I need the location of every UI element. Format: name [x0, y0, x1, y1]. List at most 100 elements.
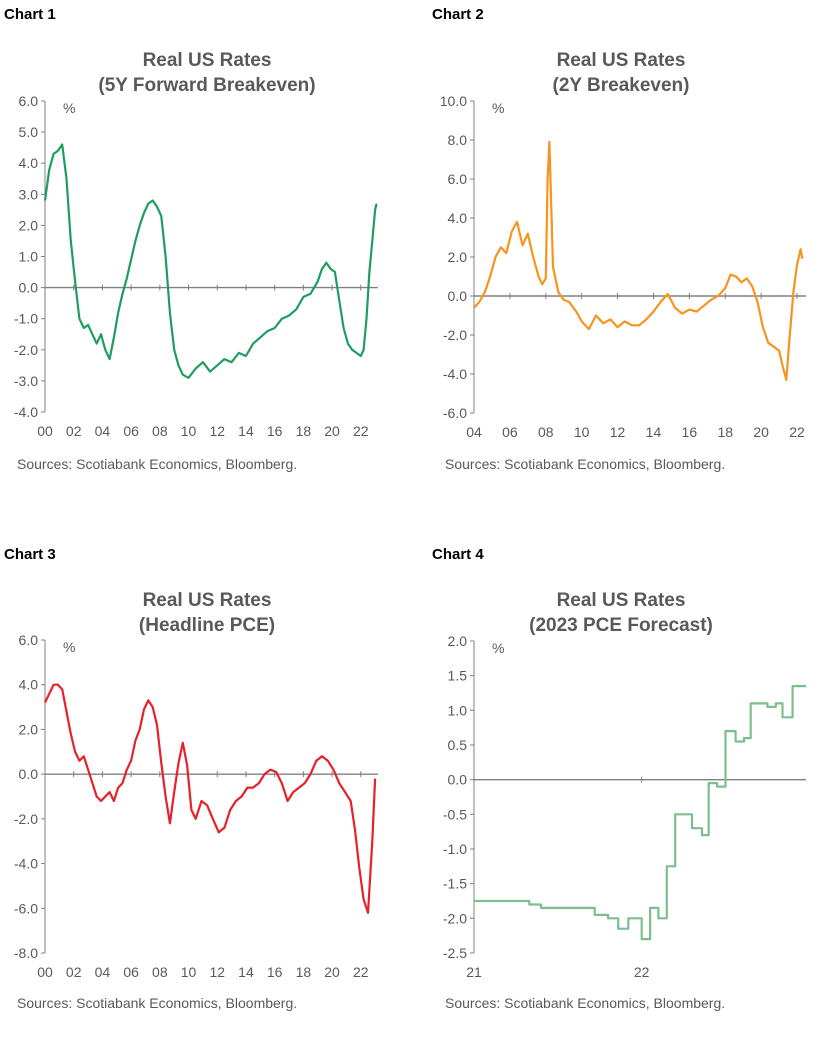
y-tick-label: 3.0: [19, 186, 39, 202]
y-tick-label: -4.0: [14, 856, 38, 872]
line-chart-2023-pce-forecast: 2.0 1.5 1.0 0.5 0.0 -0.5 -1.0 -1.5 -2.0 -2.5% 21 22: [443, 633, 806, 980]
x-tick-label: 02: [66, 964, 82, 980]
x-tick-label: 12: [209, 964, 225, 980]
y-tick-label: 1.0: [19, 249, 39, 265]
x-tick-label: 06: [123, 423, 139, 439]
line-chart-headline-pce: 6.0 4.0 2.0 0.0 -2.0 -4.0 -6.0 -8.0% 00 02 04 06 08 1…: [14, 632, 378, 980]
y-tick-label: -1.0: [14, 311, 38, 327]
x-tick-label: 21: [466, 964, 482, 980]
x-tick-label: 18: [296, 964, 312, 980]
chart-panel-3: Chart 3 Real US Rates (Headline PCE) 6.0…: [0, 540, 414, 1051]
chart-title: Real US Rates (Headline PCE): [0, 588, 414, 638]
y-tick-label: 0.0: [19, 766, 39, 782]
chart-title-line-2: (2Y Breakeven): [552, 75, 690, 96]
x-tick-label: 20: [324, 423, 340, 439]
y-tick-label: -4.0: [14, 404, 38, 420]
x-tick-label: 06: [502, 424, 518, 440]
x-tick-label: 14: [646, 424, 662, 440]
chart-source: Sources: Scotiabank Economics, Bloomberg…: [17, 995, 298, 1011]
y-tick-label: 1.0: [448, 702, 468, 718]
x-tick-label: 10: [181, 964, 197, 980]
x-tick-label: 16: [267, 964, 283, 980]
y-tick-label: 0.0: [19, 280, 39, 296]
chart-title-line-2: (Headline PCE): [138, 615, 276, 636]
x-tick-label: 02: [66, 423, 82, 439]
x-tick-label: 08: [152, 964, 168, 980]
y-tick-label: 6.0: [19, 632, 39, 648]
y-tick-label: -3.0: [14, 373, 38, 389]
y-tick-label: 0.5: [448, 737, 468, 753]
x-tick-label: 22: [634, 964, 650, 980]
y-tick-label: 0.0: [448, 772, 468, 788]
line-chart-2y-breakeven: 10.0 8.0 6.0 4.0 2.0 0.0 -2.0 -4.0 -6.0% 04 06 08 10…: [440, 93, 806, 440]
y-unit-label: %: [492, 100, 504, 116]
x-tick-label: 12: [209, 423, 225, 439]
series-line: [43, 143, 378, 379]
x-tick-label: 18: [717, 424, 733, 440]
y-tick-label: 2.0: [448, 633, 468, 649]
y-tick-label: -0.5: [443, 806, 467, 822]
y-tick-label: 4.0: [19, 677, 39, 693]
y-unit-label: %: [63, 100, 75, 116]
chart-panel-1: Chart 1 Real US Rates (5Y Forward Breake…: [0, 0, 414, 511]
y-tick-label: 10.0: [440, 93, 467, 109]
chart-source: Sources: Scotiabank Economics, Bloomberg…: [445, 995, 726, 1011]
x-tick-label: 14: [238, 964, 254, 980]
y-tick-label: -6.0: [443, 405, 467, 421]
y-tick-label: 6.0: [19, 93, 39, 109]
x-tick-label: 18: [296, 423, 312, 439]
chart-title-line-2: (5Y Forward Breakeven): [98, 75, 316, 96]
x-tick-label: 08: [152, 423, 168, 439]
chart-label: Chart 1: [4, 6, 56, 23]
y-tick-label: 2.0: [19, 217, 39, 233]
x-tick-label: 04: [95, 964, 111, 980]
x-tick-label: 00: [37, 964, 53, 980]
chart-label: Chart 2: [432, 6, 484, 23]
series-line: [474, 685, 806, 941]
y-tick-label: -1.0: [443, 841, 467, 857]
y-tick-label: 4.0: [19, 155, 39, 171]
chart-title: Real US Rates (2Y Breakeven): [414, 48, 828, 98]
y-tick-label: -2.0: [443, 910, 467, 926]
x-tick-label: 16: [267, 423, 283, 439]
y-tick-label: -8.0: [14, 945, 38, 961]
y-tick-label: 6.0: [448, 171, 468, 187]
x-tick-label: 06: [123, 964, 139, 980]
x-tick-label: 04: [466, 424, 482, 440]
y-tick-label: -4.0: [443, 366, 467, 382]
x-tick-label: 12: [610, 424, 626, 440]
y-tick-label: -2.0: [14, 342, 38, 358]
series-line: [473, 140, 804, 381]
line-chart-5y-forward-breakeven: 6.0 5.0 4.0 3.0 2.0 1.0 0.0 -1.0 -2.0 -3.0 -4.0% 00…: [14, 93, 378, 439]
chart-label: Chart 4: [432, 546, 484, 563]
chart-title-line-2: (2023 PCE Forecast): [529, 615, 713, 636]
chart-panel-2: Chart 2 Real US Rates (2Y Breakeven) 10.…: [414, 0, 828, 511]
y-tick-label: -2.0: [443, 327, 467, 343]
x-tick-label: 20: [324, 964, 340, 980]
x-tick-label: 08: [538, 424, 554, 440]
x-tick-label: 22: [353, 964, 369, 980]
x-tick-label: 22: [353, 423, 369, 439]
y-tick-label: -6.0: [14, 900, 38, 916]
y-tick-label: -2.5: [443, 945, 467, 961]
x-tick-label: 16: [682, 424, 698, 440]
y-tick-label: 2.0: [19, 721, 39, 737]
y-unit-label: %: [63, 639, 75, 655]
x-tick-label: 14: [238, 423, 254, 439]
chart-title: Real US Rates (5Y Forward Breakeven): [0, 48, 414, 98]
y-tick-label: 5.0: [19, 124, 39, 140]
y-unit-label: %: [492, 640, 504, 656]
x-tick-label: 22: [789, 424, 805, 440]
chart-source: Sources: Scotiabank Economics, Bloomberg…: [17, 456, 298, 472]
x-tick-label: 10: [181, 423, 197, 439]
y-tick-label: 0.0: [448, 288, 468, 304]
x-tick-label: 00: [37, 423, 53, 439]
chart-title-line-1: Real US Rates: [556, 50, 686, 71]
y-tick-label: 8.0: [448, 132, 468, 148]
chart-title-line-1: Real US Rates: [142, 50, 272, 71]
y-tick-label: 1.5: [448, 668, 468, 684]
y-tick-label: -1.5: [443, 876, 467, 892]
x-tick-label: 10: [574, 424, 590, 440]
chart-title-line-1: Real US Rates: [556, 590, 686, 611]
x-tick-label: 04: [95, 423, 111, 439]
